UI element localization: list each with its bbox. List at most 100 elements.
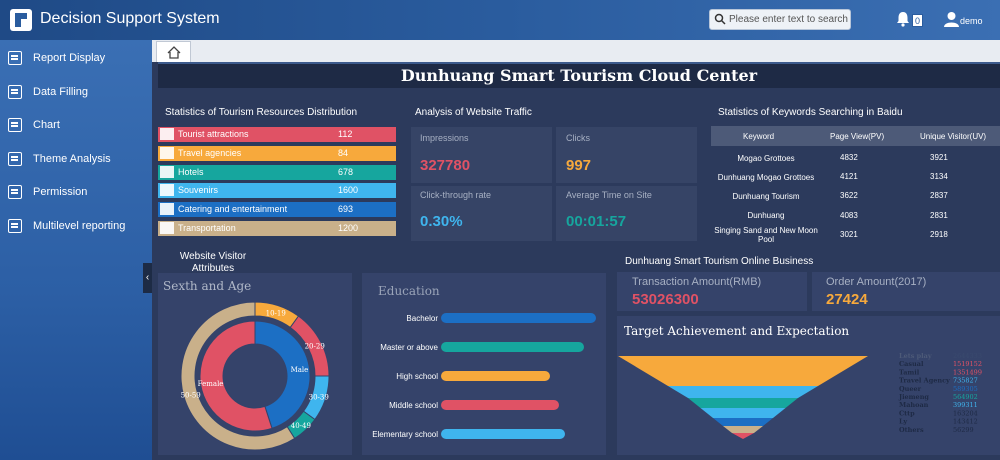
col-pv: Page View(PV) (830, 132, 885, 141)
sidebar-collapse-button[interactable]: ‹ (143, 263, 152, 293)
education-bar (441, 400, 559, 410)
funnel-legend-label: Tamil (899, 368, 920, 376)
funnel-segment (688, 398, 798, 408)
funnel-legend-value: 1519152 (953, 360, 982, 368)
education-label: Bachelor (406, 314, 438, 323)
education-bar (441, 342, 584, 352)
dashboard-title: Dunhuang Smart Tourism Cloud Center (158, 62, 1000, 88)
resource-icon (160, 146, 174, 159)
funnel-legend-value: 2644333 (953, 352, 982, 360)
funnel-segment (700, 408, 786, 418)
table-cell: 3134 (930, 172, 948, 182)
sidebar-item-permission[interactable]: Permission (0, 177, 152, 207)
target-funnel-chart: Lets play 2644333 Casual 1519152 Tamil 135149… (618, 352, 982, 439)
resource-name: Hotels (178, 166, 204, 177)
sidebar-item-multilevel-reporting[interactable]: Multilevel reporting (0, 211, 152, 241)
funnel-legend-label: Jiemeng (898, 393, 929, 401)
ctr-label: Click-through rate (420, 190, 492, 200)
funnel-legend-value: 56299 (953, 426, 974, 434)
age-label: 20-29 (305, 343, 325, 351)
table-row: Dunhuang 4083 2831 (711, 206, 1000, 225)
resource-icon (160, 165, 174, 178)
time-label: Average Time on Site (566, 190, 652, 200)
search-icon (714, 13, 726, 25)
education-bar (441, 313, 596, 323)
table-cell: Mogao Grottoes (737, 153, 795, 163)
time-value: 00:01:57 (566, 213, 627, 230)
sidebar-item-label: Permission (33, 186, 88, 198)
keywords-title: Statistics of Keywords Searching in Baid… (718, 107, 903, 118)
resources-title: Statistics of Tourism Resources Distribu… (165, 107, 358, 118)
education-title: Education (378, 284, 440, 298)
funnel-segment (732, 433, 754, 439)
resource-row: Souvenirs 1600 (158, 183, 396, 199)
age-label: 30-39 (309, 394, 329, 402)
top-bar: Decision Support System Please enter tex… (0, 0, 1000, 40)
time-box (556, 186, 697, 241)
table-cell: 2831 (930, 210, 948, 220)
impressions-value: 327780 (420, 157, 471, 174)
ctr-box (411, 186, 552, 241)
sex-age-donut-chart: 10-19 20-29 30-39 40-49 50-59 Male Female (180, 301, 330, 451)
table-cell: Dunhuang Mogao Grottoes (717, 172, 815, 182)
transaction-box (617, 272, 807, 311)
funnel-segment (713, 418, 773, 426)
table-cell: Dunhuang (747, 211, 785, 221)
clicks-box (556, 127, 697, 183)
funnel-segment (723, 426, 763, 433)
search-placeholder: Please enter text to search (729, 14, 848, 25)
col-keyword: Keyword (743, 132, 775, 141)
funnel-legend-label: Others (899, 426, 924, 434)
user-name[interactable]: demo (960, 16, 983, 26)
search-input[interactable]: Please enter text to search (709, 9, 851, 30)
resource-name: Travel agencies (178, 147, 242, 158)
table-row: Dunhuang Tourism 3622 2837 (711, 186, 1000, 205)
resource-row: Transportation 1200 (158, 221, 396, 236)
resource-row: Travel agencies 84 (158, 145, 396, 161)
app-logo-icon (10, 9, 32, 31)
sidebar: Report Display Data Filling Chart Theme … (0, 40, 152, 460)
gender-slice-Male (254, 320, 311, 429)
table-row: Dunhuang Mogao Grottoes 4121 3134 (711, 167, 1000, 186)
funnel-legend-label: Mahoan (899, 401, 929, 409)
clicks-value: 997 (566, 157, 592, 174)
resource-value: 112 (338, 129, 353, 139)
resource-row: Catering and entertainment 693 (158, 202, 396, 218)
education-label: Elementary school (372, 430, 438, 439)
resource-value: 84 (338, 147, 349, 158)
funnel-legend-value: 143412 (953, 418, 978, 426)
funnel-legend-value: 564902 (953, 393, 978, 401)
user-icon[interactable] (944, 11, 959, 27)
order-box (812, 272, 1000, 311)
resource-icon (160, 128, 174, 140)
sidebar-item-label: Report Display (33, 52, 106, 64)
sidebar-item-chart[interactable]: Chart (0, 110, 152, 140)
tab-home[interactable] (156, 41, 191, 62)
sidebar-item-theme-analysis[interactable]: Theme Analysis (0, 144, 152, 174)
table-header: Keyword Page View(PV) Unique Visitor(UV) (711, 126, 1000, 146)
order-value: 27424 (826, 291, 868, 308)
funnel-legend-label: Ly (899, 418, 907, 426)
resource-name: Souvenirs (178, 185, 219, 196)
impressions-box (411, 127, 552, 183)
age-label: 40-49 (291, 422, 311, 430)
bell-icon[interactable] (895, 11, 911, 27)
funnel-legend-value: 399311 (953, 401, 978, 409)
table-cell: Dunhuang Tourism (732, 191, 800, 201)
funnel-legend-value: 1351499 (953, 368, 982, 376)
funnel-legend-label: Cttp (899, 409, 915, 417)
sidebar-item-report-display[interactable]: Report Display (0, 43, 152, 73)
table-cell: 4121 (840, 172, 858, 182)
order-label: Order Amount(2017) (826, 276, 927, 288)
target-title: Target Achievement and Expectation (624, 324, 850, 338)
business-title: Dunhuang Smart Tourism Online Business (625, 256, 814, 267)
visitor-panel-title: Sexth and Age (163, 279, 252, 293)
funnel-legend-value: 163204 (953, 409, 978, 417)
age-slice-50-59 (180, 301, 296, 451)
table-cell: 2918 (930, 229, 948, 239)
resource-icon (160, 203, 174, 216)
impressions-label: Impressions (420, 133, 469, 143)
gender-slice-Female (199, 320, 273, 432)
sidebar-item-data-filling[interactable]: Data Filling (0, 77, 152, 107)
resource-value: 693 (338, 204, 354, 215)
